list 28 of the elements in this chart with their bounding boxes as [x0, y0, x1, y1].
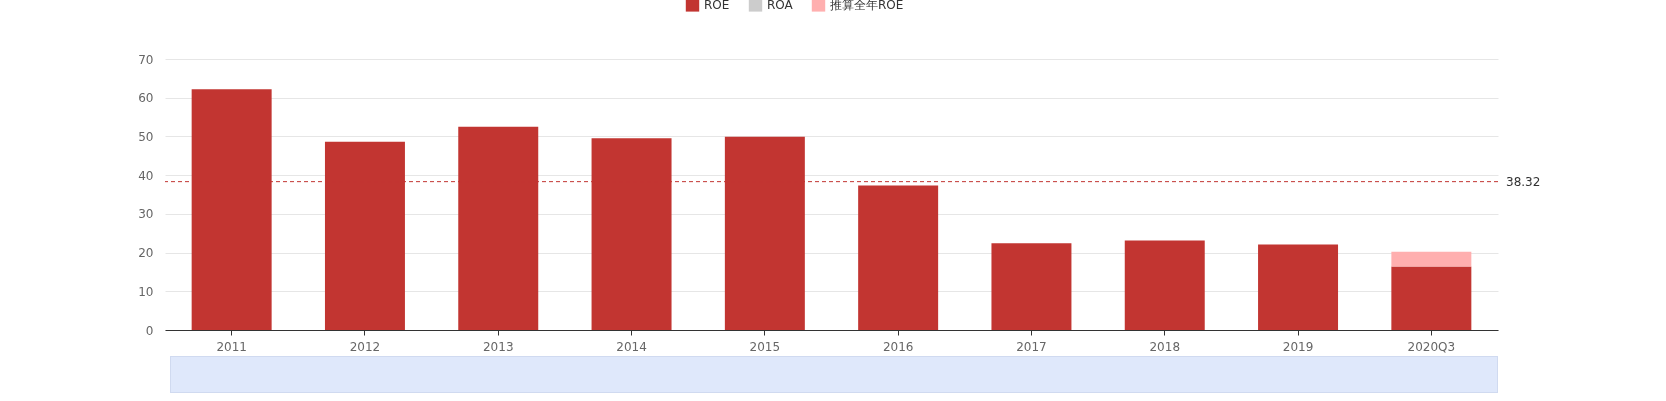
bar	[1391, 266, 1472, 330]
y-tick-label: 40	[138, 168, 154, 183]
legend-label: ROE	[704, 0, 730, 12]
y-tick-label: 50	[138, 129, 154, 144]
y-tick-label: 70	[138, 52, 154, 67]
x-tick-label: 2017	[1016, 339, 1047, 354]
bar	[1124, 240, 1205, 330]
bar	[1391, 251, 1472, 267]
y-tick-label: 30	[138, 207, 154, 222]
y-tick-label: 0	[145, 323, 154, 338]
x-tick-label: 2020Q3	[1407, 339, 1456, 354]
x-tick-label: 2013	[482, 339, 514, 354]
ref-line-label: 38.32	[1506, 174, 1541, 189]
bar	[1258, 244, 1339, 330]
x-tick-label: 2014	[616, 339, 647, 354]
x-tick-label: 2015	[749, 339, 781, 354]
x-tick-label: 2012	[349, 339, 381, 354]
y-tick-label: 20	[138, 246, 154, 261]
bar	[991, 243, 1072, 330]
x-tick-label: 2016	[882, 339, 914, 354]
bar	[858, 185, 939, 330]
legend-label: 推算全年ROE	[830, 0, 904, 12]
x-tick-label: 2011	[216, 339, 247, 354]
y-tick-label: 60	[138, 91, 154, 106]
legend-label: ROA	[767, 0, 794, 12]
x-tick-label: 2018	[1149, 339, 1181, 354]
y-tick-label: 10	[138, 284, 154, 299]
x-tick-label: 2019	[1282, 339, 1314, 354]
